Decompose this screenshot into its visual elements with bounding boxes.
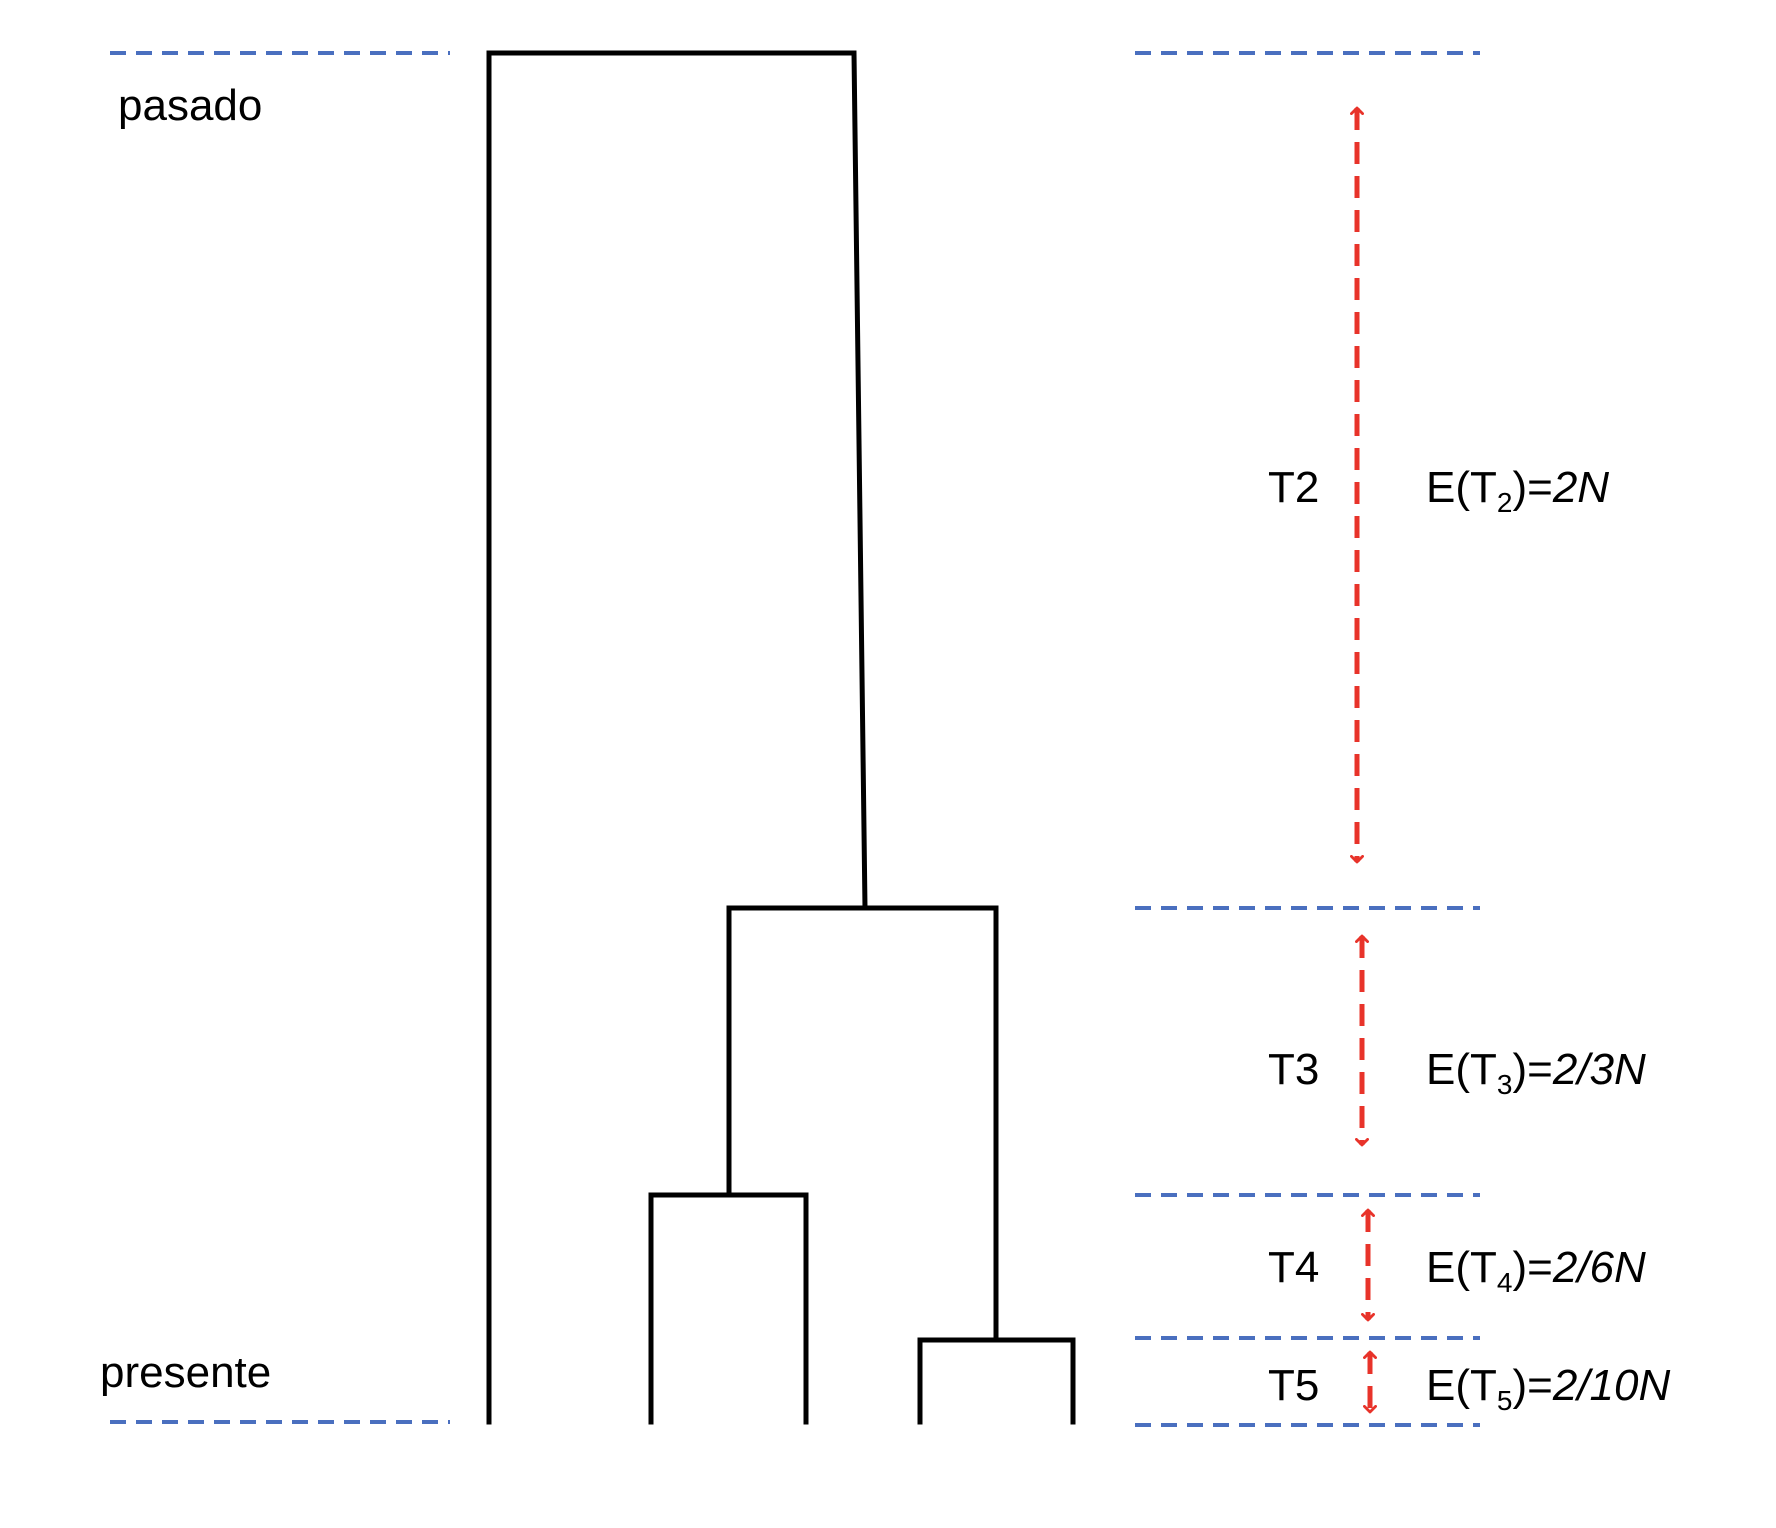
expectation-subscript: 3 [1497, 1069, 1513, 1100]
expectation-t3: E(T3)=2/3N [1426, 1045, 1646, 1100]
expectation-t2: E(T2)=2N [1426, 463, 1609, 518]
expectation-value: 2/3N [1552, 1045, 1646, 1094]
tree-node-4-branch [648, 1192, 809, 1425]
expectation-subscript: 2 [1497, 487, 1513, 518]
expectation-prefix: E(T [1426, 1361, 1497, 1410]
expectation-t4: E(T4)=2/6N [1426, 1243, 1646, 1298]
expectation-value: 2/10N [1552, 1361, 1671, 1410]
tree-node-5-branch [917, 1337, 1076, 1425]
interval-name-t5: T5 [1268, 1361, 1319, 1410]
interval-name-t3: T3 [1268, 1045, 1319, 1094]
tree-node-3-branch [726, 905, 999, 1341]
expectation-subscript: 5 [1497, 1385, 1513, 1416]
expectation-value: 2/6N [1552, 1243, 1646, 1292]
expectation-equals: )= [1512, 1045, 1552, 1094]
expectation-value: 2N [1552, 463, 1609, 512]
expectation-prefix: E(T [1426, 1243, 1497, 1292]
left-reference-lines [110, 51, 450, 1424]
expectation-prefix: E(T [1426, 463, 1497, 512]
tree-root-branch [486, 50, 868, 1425]
past-label: pasado [118, 81, 262, 130]
expectation-t5: E(T5)=2/10N [1426, 1361, 1670, 1416]
expectation-equals: )= [1512, 1243, 1552, 1292]
interval-arrows [1350, 106, 1377, 1414]
interval-name-t4: T4 [1268, 1243, 1319, 1292]
expectation-subscript: 4 [1497, 1267, 1513, 1298]
present-label: presente [100, 1348, 271, 1397]
right-level-lines [1135, 51, 1480, 1427]
interval-name-t2: T2 [1268, 463, 1319, 512]
expectation-prefix: E(T [1426, 1045, 1497, 1094]
expectation-equals: )= [1512, 1361, 1552, 1410]
genealogy-tree [486, 50, 1076, 1425]
expectation-equals: )= [1512, 463, 1552, 512]
